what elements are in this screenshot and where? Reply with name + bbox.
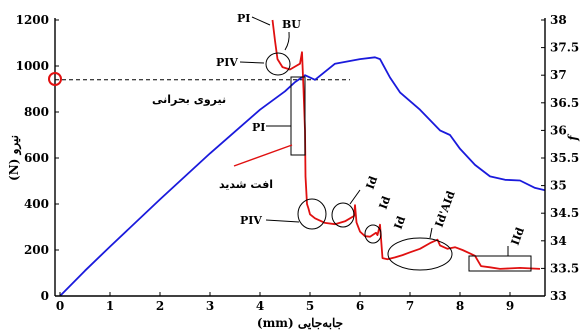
y-right-tick-label-3: 34.5 <box>550 206 579 220</box>
id-a-leader <box>349 189 361 205</box>
y-right-tick-label-6: 36 <box>550 123 567 137</box>
bu-label: BU <box>282 18 301 31</box>
piv-bottom-label: PIV <box>240 214 262 227</box>
x-tick-label-9: 9 <box>506 299 514 313</box>
y-left-tick-label-0: 0 <box>41 289 49 303</box>
y-right-tick-label-10: 38 <box>550 13 567 27</box>
x-tick-label-2: 2 <box>156 299 164 313</box>
y-right-tick-label-8: 37 <box>550 68 567 82</box>
y-right-tick-label-4: 35 <box>550 179 567 193</box>
y-right-axis-title: f <box>566 134 580 142</box>
x-tick-label-0: 0 <box>56 299 64 313</box>
y-left-tick-label-1: 200 <box>24 243 49 257</box>
y-right-tick-label-1: 33.5 <box>550 261 579 275</box>
x-axis-title: جابه‌جایی (mm) <box>257 316 343 330</box>
pi-highlight-box <box>290 76 306 156</box>
annotation-layer: نیروی بحرانی PI BU PIV PI افت شدید PIV I… <box>48 12 532 272</box>
series-line-1 <box>271 19 541 270</box>
critical-force-marker <box>48 72 62 86</box>
id-b-label: Id <box>377 194 394 211</box>
id-aid-leader <box>429 227 433 239</box>
ticks-layer: 0 1 2 3 4 5 6 7 8 90200400600800100012003333.5343… <box>16 13 580 313</box>
y-right-tick-label-7: 36.5 <box>550 96 579 110</box>
iid-highlight-box <box>468 255 532 272</box>
y-left-tick-label-2: 400 <box>24 197 49 211</box>
id-a-label: Id <box>364 174 381 191</box>
x-tick-label-7: 7 <box>406 299 414 313</box>
id-b-highlight <box>364 224 382 244</box>
pi-top-leader <box>251 16 271 26</box>
piv-top-highlight <box>265 52 291 76</box>
sharp-drop-label: افت شدید <box>219 178 273 191</box>
iid-label: IId <box>509 225 527 247</box>
y-right-tick-label-5: 35.5 <box>550 151 579 165</box>
piv-bottom-leader <box>265 219 300 223</box>
id-aid-highlight <box>387 237 453 271</box>
sharp-drop-leader <box>233 144 293 167</box>
series-line-0 <box>59 56 546 297</box>
x-tick-label-8: 8 <box>456 299 464 313</box>
id-a-highlight <box>331 202 355 228</box>
x-tick-label-5: 5 <box>306 299 314 313</box>
x-tick-label-4: 4 <box>256 299 264 313</box>
y-left-tick-label-6: 1200 <box>16 13 49 27</box>
pi-top-label: PI <box>237 12 250 25</box>
id-aid-label: Id'AId <box>433 189 458 229</box>
x-tick-label-1: 1 <box>106 299 114 313</box>
y-left-tick-label-5: 1000 <box>16 59 49 73</box>
x-tick-label-3: 3 <box>206 299 214 313</box>
y-left-tick-label-4: 800 <box>24 105 49 119</box>
y-right-tick-label-2: 34 <box>550 234 567 248</box>
y-right-tick-label-0: 33 <box>550 289 567 303</box>
id-c-label: Id <box>392 214 409 231</box>
series-layer <box>59 19 546 297</box>
piv-top-leader <box>239 61 265 64</box>
y-left-axis-title: نیرو (N) <box>7 135 22 181</box>
bu-leader <box>284 31 290 51</box>
pi-box-label: PI <box>252 121 265 134</box>
piv-top-label: PIV <box>216 56 238 69</box>
y-right-tick-label-9: 37.5 <box>550 41 579 55</box>
y-left-tick-label-3: 600 <box>24 151 49 165</box>
critical-force-label: نیروی بحرانی <box>152 93 226 106</box>
piv-bottom-highlight <box>297 198 327 230</box>
x-tick-label-6: 6 <box>356 299 364 313</box>
